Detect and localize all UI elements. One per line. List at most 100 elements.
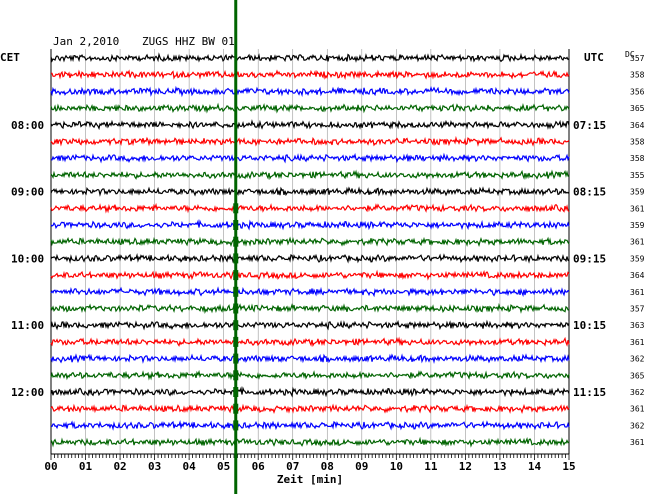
dc-values: 357 358 356 365 364 358 358 355 359 361 359 361 359 3…: [630, 54, 645, 447]
x-tick-label: 13: [493, 460, 506, 473]
trace-row-17: [50, 336, 570, 347]
dc-value: 357: [630, 305, 645, 314]
trace-row-1: [50, 69, 570, 80]
dc-value: 359: [630, 254, 645, 263]
trace-row-23: [50, 436, 570, 448]
x-tick-label: 04: [183, 460, 197, 473]
right-time-label: 08:15: [573, 186, 606, 199]
dc-value: 361: [630, 405, 645, 414]
x-tick-label: 00: [44, 460, 57, 473]
grid-lines: [50, 49, 570, 454]
event-burst: [233, 320, 239, 331]
event-burst: [233, 270, 239, 281]
trace-row-2: [50, 85, 570, 98]
trace-row-13: [50, 269, 570, 281]
dc-value: 359: [630, 221, 645, 230]
trace-row-5: [50, 135, 570, 147]
left-time-label: 08:00: [11, 119, 44, 132]
trace-rows: [50, 52, 570, 448]
x-tick-label: 11: [424, 460, 438, 473]
x-tick-label: 09: [355, 460, 368, 473]
left-time-label: 09:00: [11, 186, 44, 199]
right-time-label: 10:15: [573, 319, 606, 332]
event-burst: [233, 336, 239, 347]
right-timezone-label: UTC: [584, 51, 604, 64]
left-time-label: 12:00: [11, 386, 44, 399]
trace-row-9: [50, 202, 570, 214]
dc-value: 362: [630, 355, 645, 364]
right-time-labels: 07:15 08:15 09:15 10:15 11:15: [573, 119, 606, 399]
left-time-label: 11:00: [11, 319, 44, 332]
header-station: ZUGS HHZ BW 01: [142, 35, 235, 48]
trace-row-15: [50, 302, 570, 315]
event-burst: [233, 253, 239, 264]
dc-value: 356: [630, 87, 645, 96]
x-tick-label: 02: [113, 460, 126, 473]
dc-value: 355: [630, 171, 645, 180]
x-tick-label: 03: [148, 460, 161, 473]
right-time-label: 09:15: [573, 252, 606, 265]
header-date: Jan 2,2010: [53, 35, 119, 48]
x-tick-label: 15: [562, 460, 575, 473]
x-tick-label: 10: [390, 460, 403, 473]
x-tick-label: 08: [321, 460, 334, 473]
right-time-label: 07:15: [573, 119, 606, 132]
dc-value: 362: [630, 388, 645, 397]
x-axis-label: Zeit [min]: [277, 473, 343, 486]
event-marker: [233, 0, 239, 494]
dc-value: 361: [630, 238, 645, 247]
trace-row-21: [50, 403, 570, 415]
trace-row-6: [50, 152, 570, 164]
dc-value: 358: [630, 138, 645, 147]
event-burst: [233, 420, 239, 431]
trace-row-20: [50, 386, 570, 398]
event-burst: [233, 203, 239, 214]
trace-row-19: [50, 369, 570, 381]
x-tick-label: 01: [79, 460, 93, 473]
trace-row-4: [50, 119, 570, 131]
dc-value: 365: [630, 104, 645, 113]
trace-row-18: [50, 353, 570, 364]
left-time-label: 10:00: [11, 252, 44, 265]
dc-value: 363: [630, 321, 645, 330]
trace-row-10: [50, 219, 570, 231]
trace-row-0: [50, 52, 570, 63]
trace-row-3: [50, 102, 570, 114]
event-burst: [233, 220, 239, 230]
dc-value: 359: [630, 188, 645, 197]
event-burst: [233, 303, 239, 314]
right-time-label: 11:15: [573, 386, 606, 399]
event-burst: [233, 387, 239, 397]
trace-row-7: [50, 169, 570, 180]
left-timezone-label: CET: [0, 51, 20, 64]
trace-row-8: [50, 186, 570, 197]
trace-row-12: [50, 252, 570, 264]
dc-value: 358: [630, 154, 645, 163]
dc-value: 364: [630, 271, 645, 280]
dc-value: 361: [630, 288, 645, 297]
dc-value: 361: [630, 438, 645, 447]
dc-header-label: DC: [625, 50, 635, 59]
event-burst: [233, 353, 239, 364]
left-time-labels: 08:00 09:00 10:00 11:00 12:00: [11, 119, 44, 399]
dc-value: 358: [630, 71, 645, 80]
x-tick-label: 14: [528, 460, 542, 473]
x-tick-label: 12: [459, 460, 472, 473]
x-tick-label: 06: [252, 460, 266, 473]
event-burst: [233, 403, 239, 414]
x-tick-label: 07: [286, 460, 299, 473]
dc-value: 357: [630, 54, 645, 63]
dc-value: 361: [630, 338, 645, 347]
trace-row-14: [50, 286, 570, 298]
dc-value: 364: [630, 121, 645, 130]
event-burst: [233, 236, 239, 247]
x-tick-label: 05: [217, 460, 230, 473]
trace-row-16: [50, 319, 570, 331]
event-burst: [233, 370, 239, 381]
trace-row-22: [50, 419, 570, 431]
dc-value: 362: [630, 421, 645, 430]
event-burst: [233, 286, 239, 297]
trace-row-11: [50, 236, 570, 248]
